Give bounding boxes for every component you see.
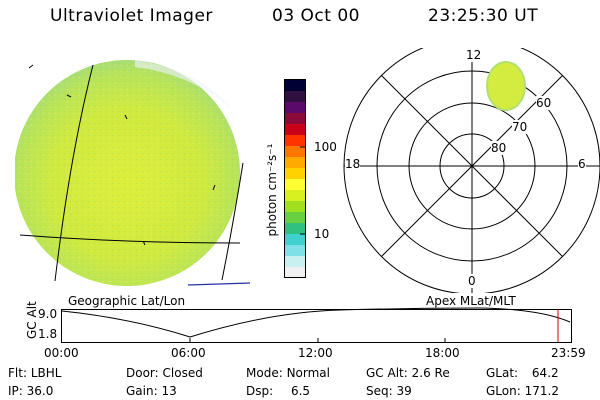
colorbar-tick-10: 10 xyxy=(314,227,330,241)
mode-label: Mode: xyxy=(246,366,283,380)
colorbar-segment xyxy=(285,157,305,169)
colorbar-segment xyxy=(285,146,305,158)
mode-value: Normal xyxy=(286,366,330,380)
altitude-ytick-high: 9.0 xyxy=(38,307,58,321)
colorbar-segment xyxy=(285,267,305,279)
seq-value: 39 xyxy=(396,384,412,398)
glat-label: GLat: xyxy=(486,366,519,380)
gain-label: Gain: xyxy=(126,384,158,398)
colorbar-segment xyxy=(285,245,305,257)
geographic-map xyxy=(15,60,251,286)
altitude-ytick-low: 1.8 xyxy=(38,327,58,341)
coastline-fragments xyxy=(28,64,216,246)
gcalt-label: GC Alt: xyxy=(366,366,408,380)
seq-label: Seq: xyxy=(366,384,393,398)
apex-caption: Apex MLat/MLT xyxy=(426,294,516,308)
time-tick-1200: 12:00 xyxy=(298,346,333,360)
geographic-caption: Geographic Lat/Lon xyxy=(68,294,186,308)
glon-label: GLon: xyxy=(486,384,521,398)
latitude-line xyxy=(19,234,241,244)
altitude-plot xyxy=(61,307,572,343)
auroral-patch xyxy=(486,61,526,111)
mlt-label-0: 0 xyxy=(468,274,476,288)
mlt-label-18: 18 xyxy=(345,157,361,171)
ip-label: IP: xyxy=(8,384,23,398)
colorbar-segment xyxy=(285,190,305,202)
location-info: GLat: 64.2 GLon: 171.2 xyxy=(486,364,559,400)
mlat-label-70: 70 xyxy=(512,120,528,134)
mlat-label-80: 80 xyxy=(491,141,507,155)
ip-value: 36.0 xyxy=(26,384,54,398)
time-tick-1800: 18:00 xyxy=(425,346,460,360)
filter-info: Flt: LBHL IP: 36.0 xyxy=(8,364,61,400)
colorbar-segment xyxy=(285,201,305,213)
date-label: 03 Oct 00 xyxy=(272,6,360,26)
intensity-colorbar xyxy=(284,79,306,279)
mlt-label-6: 6 xyxy=(578,157,586,171)
glat-value: 64.2 xyxy=(531,366,559,380)
mlt-label-12: 12 xyxy=(466,48,482,62)
dsp-label: Dsp: xyxy=(246,384,274,398)
polar-map xyxy=(343,48,600,293)
mlat-label-60: 60 xyxy=(536,96,552,110)
altitude-info: GC Alt: 2.6 Re Seq: 39 xyxy=(366,364,450,400)
colorbar-segment xyxy=(285,212,305,224)
door-info: Door: Closed Gain: 13 xyxy=(126,364,203,400)
colorbar-unit-label: photon cm⁻²s⁻¹ xyxy=(265,143,279,237)
meridian-line-right xyxy=(221,162,244,281)
colorbar-segment xyxy=(285,168,305,180)
colorbar-segment xyxy=(285,223,305,235)
altitude-curve xyxy=(61,307,571,338)
door-value: Closed xyxy=(162,366,203,380)
colorbar-segment xyxy=(285,80,305,92)
flt-label: Flt: xyxy=(8,366,27,380)
altitude-ylabel: GC Alt xyxy=(25,301,39,339)
dsp-value: 6.5 xyxy=(290,384,311,398)
colorbar-segment xyxy=(285,179,305,191)
time-tick-0000: 00:00 xyxy=(44,346,79,360)
colorbar-segment xyxy=(285,91,305,103)
coastline-segment xyxy=(187,282,251,286)
app-title: Ultraviolet Imager xyxy=(50,6,213,26)
colorbar-segment xyxy=(285,124,305,136)
time-tick-2359: 23:59 xyxy=(551,346,586,360)
colorbar-segment xyxy=(285,135,305,147)
colorbar-segment xyxy=(285,113,305,125)
colorbar-segment xyxy=(285,234,305,246)
colorbar-segment xyxy=(285,102,305,114)
colorbar-segment xyxy=(285,256,305,268)
flt-value: LBHL xyxy=(30,366,62,380)
time-label: 23:25:30 UT xyxy=(428,6,539,26)
colorbar-tick-100: 100 xyxy=(314,140,337,154)
door-label: Door: xyxy=(126,366,159,380)
time-tick-0600: 06:00 xyxy=(171,346,206,360)
gain-value: 13 xyxy=(161,384,177,398)
gcalt-value: 2.6 Re xyxy=(411,366,450,380)
meridian-line-left xyxy=(54,64,94,282)
dayside-edge xyxy=(135,60,233,110)
glon-value: 171.2 xyxy=(524,384,559,398)
mode-info: Mode: Normal Dsp: 6.5 xyxy=(246,364,330,400)
